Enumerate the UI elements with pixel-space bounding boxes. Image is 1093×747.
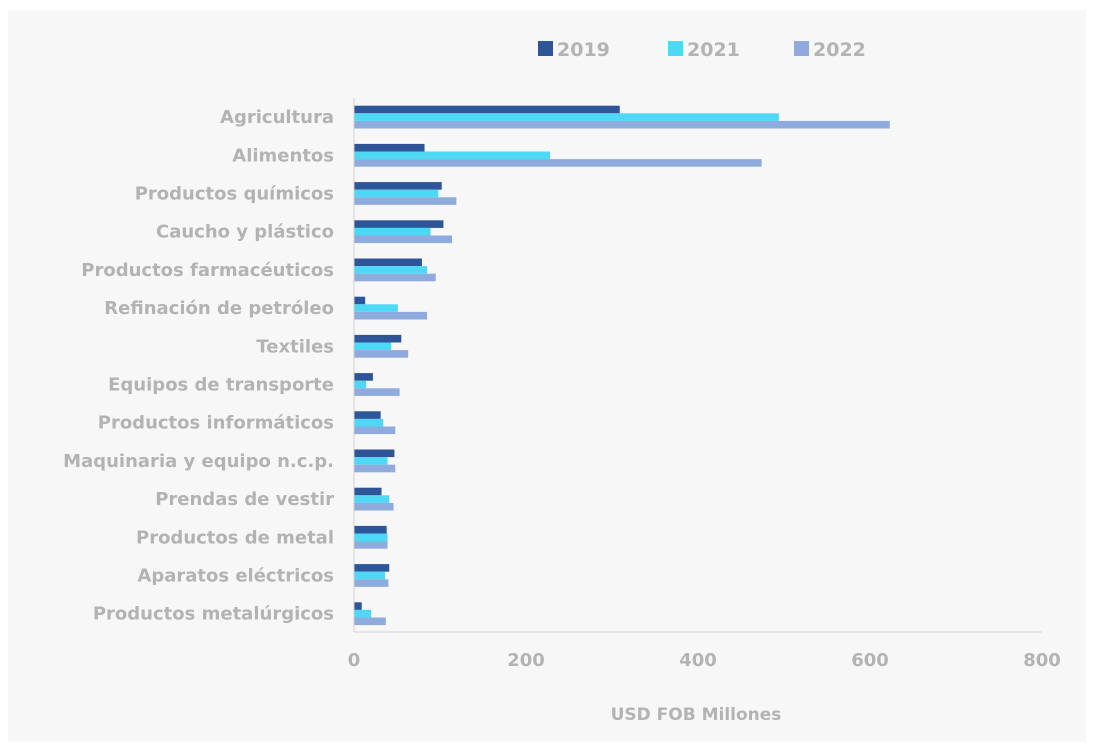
bar-2021	[354, 113, 779, 121]
bar-2021	[354, 227, 431, 236]
category-label: Productos de metal	[136, 527, 334, 548]
legend-label-2019: 2019	[557, 39, 610, 61]
bar-2022	[354, 235, 453, 244]
x-axis-ticks: 0 200 400 600 800	[348, 650, 1061, 671]
category-label: Caucho y plástico	[156, 222, 334, 243]
legend-item-2021: 2021	[668, 39, 740, 61]
bar-2021	[354, 304, 398, 312]
bar-2019	[354, 182, 442, 190]
x-tick-label: 600	[851, 650, 889, 671]
bar-2021	[354, 189, 439, 198]
bar-chart: 2019 2021 2022 Agricultura Alimentos Product…	[63, 39, 1061, 725]
category-label: Productos metalúrgicos	[93, 604, 334, 625]
legend-label-2021: 2021	[687, 39, 740, 61]
legend-swatch-2022	[794, 41, 809, 56]
bar-2019	[354, 602, 362, 610]
x-tick-label: 400	[679, 650, 717, 671]
category-label: Refinación de petróleo	[104, 298, 334, 319]
legend-swatch-2019	[538, 41, 553, 56]
bar-2022	[354, 350, 409, 358]
bar-2022	[354, 311, 428, 320]
category-label: Agricultura	[220, 107, 334, 128]
bar-2022	[354, 579, 389, 587]
bar-2022	[354, 197, 457, 205]
legend-item-2019: 2019	[538, 39, 610, 61]
bar-2022	[354, 273, 436, 282]
bar-2022	[354, 617, 386, 626]
category-labels: Agricultura Alimentos Productos químicos Ca…	[63, 107, 334, 625]
x-tick-label: 200	[507, 650, 545, 671]
chart-container: 2019 2021 2022 Agricultura Alimentos Product…	[8, 10, 1086, 742]
bar-2019	[354, 564, 390, 572]
bar-2019	[354, 105, 620, 114]
x-axis-title: USD FOB Millones	[611, 705, 782, 725]
legend: 2019 2021 2022	[538, 39, 866, 61]
bars	[354, 105, 890, 626]
category-label: Productos químicos	[135, 184, 334, 205]
bar-2021	[354, 571, 385, 580]
category-label: Equipos de transporte	[108, 375, 334, 396]
bar-2019	[354, 449, 395, 458]
bar-2022	[354, 426, 396, 435]
bar-2019	[354, 220, 444, 228]
bar-2021	[354, 151, 551, 160]
bar-2021	[354, 457, 388, 465]
bar-2019	[354, 334, 402, 343]
x-tick-label: 0	[348, 650, 361, 671]
bar-2019	[354, 487, 382, 496]
bar-2022	[354, 159, 762, 167]
legend-label-2022: 2022	[813, 39, 866, 61]
bar-2019	[354, 411, 381, 419]
bar-2022	[354, 388, 400, 396]
category-label: Prendas de vestir	[155, 489, 334, 510]
category-label: Alimentos	[232, 145, 334, 166]
bar-2019	[354, 296, 366, 305]
legend-swatch-2021	[668, 41, 683, 56]
bar-2021	[354, 418, 384, 427]
bar-2021	[354, 380, 367, 389]
bar-2021	[354, 495, 390, 503]
bar-2019	[354, 373, 373, 381]
bar-2021	[354, 342, 391, 351]
category-label: Productos farmacéuticos	[81, 260, 334, 281]
bar-2022	[354, 502, 394, 511]
bar-2021	[354, 533, 388, 542]
bar-2022	[354, 541, 388, 549]
bar-2021	[354, 609, 372, 618]
legend-item-2022: 2022	[794, 39, 866, 61]
bar-2019	[354, 525, 387, 534]
bar-2022	[354, 120, 890, 129]
category-label: Productos informáticos	[98, 413, 334, 434]
category-label: Maquinaria y equipo n.c.p.	[63, 451, 334, 472]
category-label: Aparatos eléctricos	[137, 566, 334, 587]
bar-2019	[354, 143, 425, 152]
category-label: Textiles	[256, 336, 334, 357]
bar-2019	[354, 258, 422, 267]
bar-2021	[354, 266, 428, 274]
bar-2022	[354, 464, 396, 473]
x-tick-label: 800	[1023, 650, 1061, 671]
